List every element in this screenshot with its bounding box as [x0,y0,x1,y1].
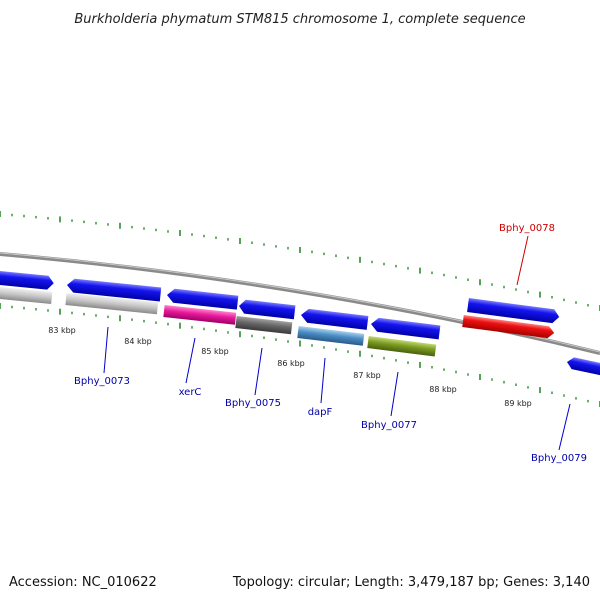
cds-bphy-0077[interactable] [370,317,441,340]
cds-bphy-0078[interactable] [467,298,560,324]
label-bphy-0077[interactable]: Bphy_0077 [361,420,417,431]
scale-label-88kbp: 88 kbp [429,385,457,394]
scale-label-87kbp: 87 kbp [353,371,381,380]
feature-dapf[interactable] [297,326,365,346]
label-bphy-0079[interactable]: Bphy_0079 [531,453,587,464]
feature-bphy-0073[interactable] [65,293,159,315]
inner-tick-ring [0,303,600,407]
accession-text: Accession: NC_010622 [9,575,157,590]
topology-text: Topology: circular; Length: 3,479,187 bp… [232,575,590,590]
label-bphy-0073[interactable]: Bphy_0073 [74,376,130,387]
scale-label-86kbp: 86 kbp [277,359,305,368]
cds-dapf[interactable] [300,308,369,330]
cds-bphy-0073[interactable] [66,278,162,302]
label-xerc[interactable]: xerC [179,387,202,398]
cds-forward-left-edge[interactable] [0,270,54,291]
label-leader-lines [103,326,571,451]
feature-gray-left[interactable] [0,286,53,305]
feature-xerc[interactable] [163,305,237,325]
label-dapf[interactable]: dapF [308,407,333,418]
label-bphy-0075[interactable]: Bphy_0075 [225,398,281,409]
feature-bphy-0078-highlight[interactable] [462,315,555,339]
label-bphy-0078[interactable]: Bphy_0078 [499,223,555,234]
cds-xerc[interactable] [166,288,239,310]
scale-label-83kbp: 83 kbp [48,326,76,335]
scale-label-89kbp: 89 kbp [504,399,532,408]
outer-tick-ring [0,211,600,311]
label-leader-bphy-0078 [516,235,529,286]
cds-bphy-0075[interactable] [238,299,296,320]
feature-bphy-0077[interactable] [367,336,437,357]
scale-label-84kbp: 84 kbp [124,337,152,346]
cds-bphy-0079[interactable] [566,356,600,377]
map-title: Burkholderia phymatum STM815 chromosome … [74,12,525,27]
feature-bphy-0075[interactable] [235,316,293,335]
scale-label-85kbp: 85 kbp [201,347,229,356]
